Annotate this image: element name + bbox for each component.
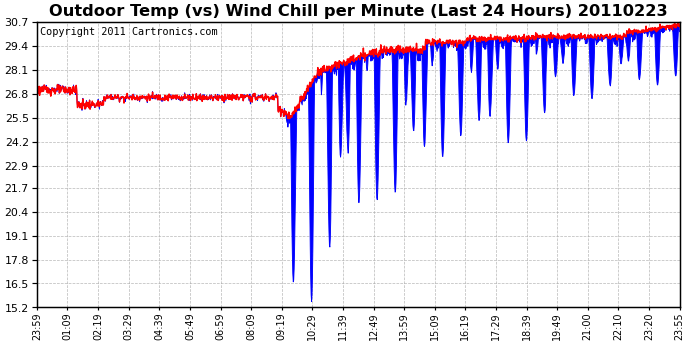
Text: Copyright 2011 Cartronics.com: Copyright 2011 Cartronics.com [40, 26, 218, 36]
Title: Outdoor Temp (vs) Wind Chill per Minute (Last 24 Hours) 20110223: Outdoor Temp (vs) Wind Chill per Minute … [49, 4, 668, 19]
